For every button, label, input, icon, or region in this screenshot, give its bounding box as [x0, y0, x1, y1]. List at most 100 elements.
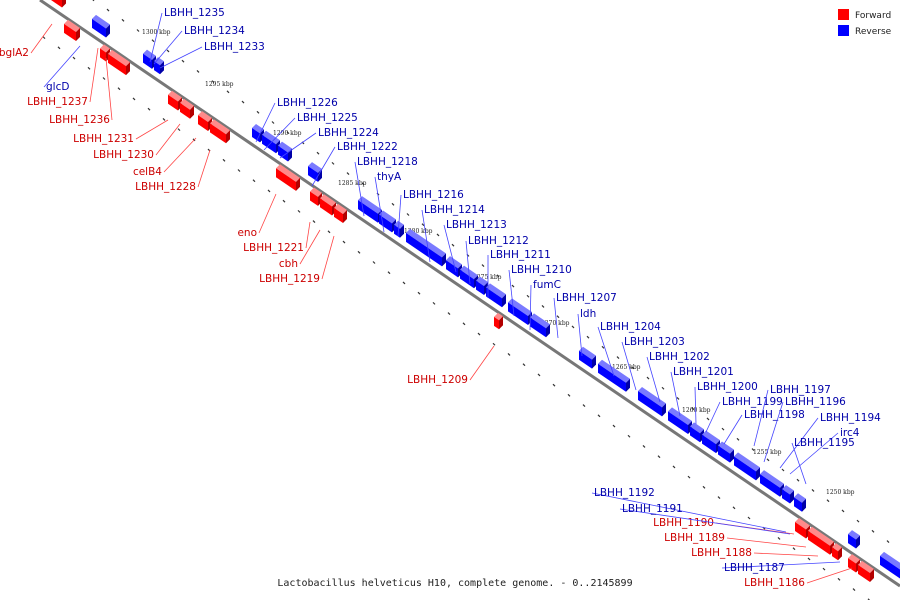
forward-gene[interactable] [210, 123, 226, 144]
forward-gene[interactable] [310, 191, 318, 206]
tick-mark [42, 36, 46, 40]
forward-gene-side [343, 209, 347, 223]
reverse-gene[interactable] [486, 287, 502, 308]
reverse-gene-top [143, 49, 156, 60]
reverse-gene[interactable] [278, 145, 288, 162]
tick-mark [792, 547, 796, 551]
reverse-gene[interactable] [406, 232, 442, 267]
reverse-gene[interactable] [702, 434, 716, 454]
leader-line [311, 146, 336, 187]
reverse-gene-label: LBHH_1210 [511, 264, 572, 276]
reverse-gene-side [790, 490, 794, 504]
reverse-gene[interactable] [530, 317, 546, 338]
reverse-gene-top [702, 430, 720, 445]
reverse-gene[interactable] [668, 411, 688, 435]
leader-line [105, 57, 113, 121]
tick-mark [627, 434, 631, 438]
legend: Forward Reverse [838, 9, 892, 37]
tick-mark [736, 437, 740, 441]
forward-gene[interactable] [100, 48, 106, 62]
forward-gene-label: LBHH_1236 [49, 114, 110, 126]
reverse-gene[interactable] [446, 260, 458, 278]
tick-mark [57, 46, 61, 50]
tick-mark [286, 131, 290, 135]
forward-gene[interactable] [858, 564, 870, 583]
reverse-gene-label: glcD [46, 81, 69, 93]
leader-line [753, 552, 819, 557]
tick-mark [537, 373, 541, 377]
forward-gene[interactable] [276, 168, 296, 191]
tick-mark [766, 458, 770, 462]
leader-line [529, 284, 532, 331]
forward-gene-side [190, 105, 194, 119]
reverse-gene-label: LBHH_1195 [794, 437, 855, 449]
tick-mark [162, 117, 166, 121]
forward-gene[interactable] [832, 547, 838, 561]
reverse-gene[interactable] [308, 166, 318, 182]
tick-mark [571, 325, 575, 329]
reverse-gene-top [486, 283, 506, 299]
forward-gene[interactable] [795, 521, 806, 539]
tick-mark [552, 383, 556, 387]
forward-gene-top [108, 49, 130, 67]
forward-gene-side [838, 547, 842, 561]
forward-gene-top [180, 98, 194, 110]
reverse-gene[interactable] [460, 269, 474, 289]
forward-gene[interactable] [198, 115, 208, 131]
forward-gene-top [168, 90, 182, 102]
leader-line [646, 356, 661, 403]
reverse-gene-top [358, 196, 382, 214]
leader-line [670, 371, 681, 417]
forward-gene[interactable] [64, 23, 76, 42]
forward-gene[interactable] [494, 316, 499, 330]
forward-gene-label: cbh [279, 258, 298, 270]
forward-gene[interactable] [808, 530, 830, 555]
reverse-gene[interactable] [358, 200, 378, 223]
forward-gene-side [870, 569, 874, 583]
reverse-gene[interactable] [848, 534, 856, 549]
leader-line [163, 137, 197, 173]
reverse-gene-side [626, 378, 630, 392]
reverse-gene-top [598, 359, 630, 383]
forward-gene-side [296, 177, 300, 191]
reverse-gene[interactable] [718, 445, 730, 463]
reverse-gene-label: LBHH_1234 [184, 25, 245, 37]
leader-line [726, 537, 807, 548]
reverse-gene[interactable] [143, 53, 152, 69]
forward-gene-label: LBHH_1189 [664, 532, 725, 544]
scale-tick-label: 1285 kbp [338, 180, 367, 187]
reverse-gene-side [802, 498, 806, 512]
reverse-gene[interactable] [598, 363, 626, 392]
reverse-gene-side [756, 467, 760, 481]
reverse-gene[interactable] [262, 134, 276, 154]
forward-gene[interactable] [180, 102, 190, 119]
forward-gene[interactable] [334, 207, 343, 223]
tick-mark [721, 427, 725, 431]
reverse-gene-label: irc4 [840, 427, 860, 439]
forward-gene[interactable] [108, 53, 126, 76]
reverse-gene[interactable] [92, 18, 106, 38]
reverse-gene[interactable] [782, 489, 790, 504]
reverse-gene[interactable] [760, 474, 780, 497]
reverse-gene[interactable] [794, 497, 802, 512]
forward-gene[interactable] [320, 198, 332, 216]
leader-line [279, 132, 317, 159]
legend-label-forward: Forward [855, 11, 891, 21]
tick-mark [451, 243, 455, 247]
reverse-gene-label: LBHH_1224 [318, 127, 379, 139]
reverse-gene-side [160, 61, 164, 75]
leader-line [153, 30, 183, 65]
tick-mark [706, 417, 710, 421]
reverse-gene[interactable] [880, 555, 900, 579]
forward-gene[interactable] [848, 558, 856, 573]
forward-gene-side [126, 62, 130, 76]
reverse-gene[interactable] [476, 280, 484, 296]
reverse-gene[interactable] [638, 390, 662, 417]
reverse-gene-top [690, 422, 704, 434]
forward-gene[interactable] [168, 94, 178, 111]
reverse-gene[interactable] [734, 456, 756, 481]
forward-gene[interactable] [43, 0, 62, 8]
reverse-gene[interactable] [154, 61, 160, 75]
reverse-gene[interactable] [690, 426, 700, 443]
tick-mark [657, 455, 661, 459]
